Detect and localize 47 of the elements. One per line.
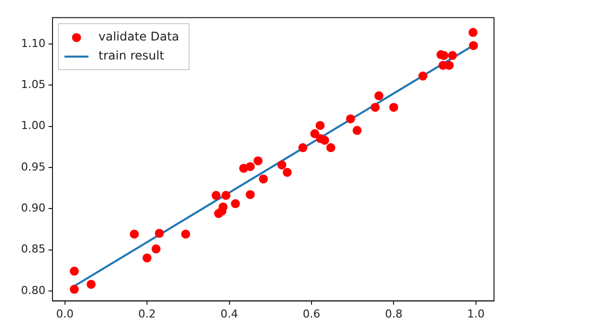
point	[86, 280, 96, 289]
point	[254, 156, 263, 166]
point	[258, 174, 268, 184]
point	[448, 50, 457, 60]
point	[246, 162, 255, 172]
y-tick-label: 0.90	[20, 201, 46, 214]
x-tick-label: 0.4	[220, 307, 238, 320]
point	[142, 253, 152, 262]
point	[154, 228, 164, 238]
point	[218, 202, 228, 212]
y-tick-label: 0.85	[20, 242, 46, 256]
point	[346, 114, 356, 124]
x-tick-label: 0.0	[56, 307, 74, 320]
point	[230, 199, 240, 208]
point	[282, 168, 292, 177]
legend-label: train result	[98, 48, 164, 63]
y-tick-label: 1.05	[20, 78, 46, 91]
point	[246, 190, 255, 200]
y-tick-label: 0.95	[20, 160, 46, 174]
point	[326, 143, 336, 152]
x-tick-label: 0.8	[384, 307, 402, 320]
point	[352, 126, 362, 135]
point	[130, 230, 139, 239]
point	[70, 266, 79, 276]
point	[310, 129, 320, 138]
x-tick-label: 0.2	[138, 307, 156, 320]
point	[320, 136, 330, 145]
point	[468, 41, 478, 50]
point	[418, 72, 428, 81]
point	[468, 28, 478, 37]
point	[389, 102, 398, 112]
point	[370, 102, 380, 112]
x-tick-label: 0.6	[302, 307, 320, 320]
point	[277, 160, 286, 170]
x-tick-label: 1.0	[467, 307, 485, 320]
point	[298, 143, 308, 152]
point	[221, 190, 230, 200]
y-tick-label: 1.00	[20, 119, 46, 132]
point	[70, 284, 79, 294]
point	[181, 230, 190, 239]
y-tick-label: 1.10	[20, 36, 46, 50]
point	[152, 244, 161, 254]
point	[374, 91, 384, 100]
point	[212, 190, 221, 200]
legend-label: validate Data	[98, 30, 180, 44]
point	[316, 120, 325, 130]
y-tick-label: 0.80	[20, 284, 46, 297]
